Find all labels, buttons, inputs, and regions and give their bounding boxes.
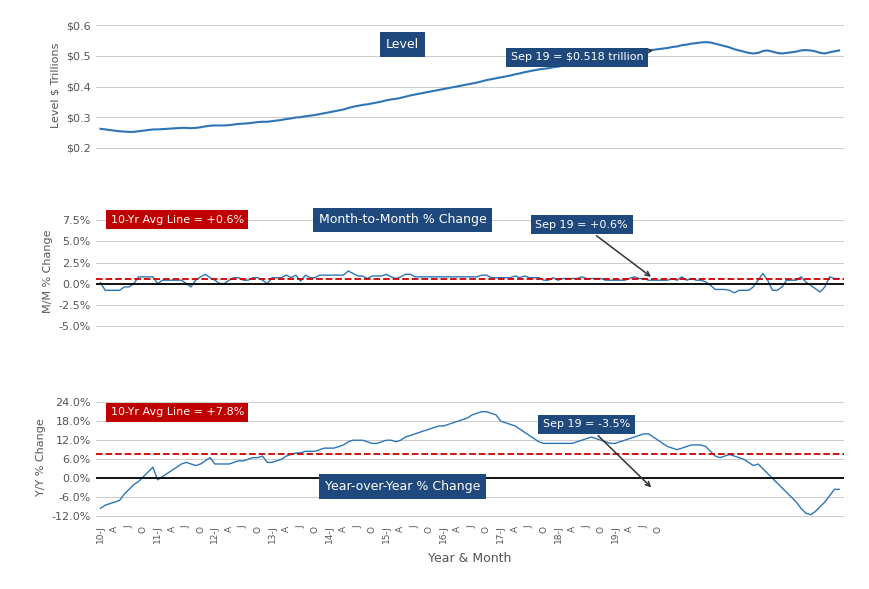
Text: Month-to-Month % Change: Month-to-Month % Change	[318, 213, 486, 226]
Y-axis label: M/M % Change: M/M % Change	[43, 229, 53, 313]
Y-axis label: Y/Y % Change: Y/Y % Change	[36, 418, 46, 496]
Text: Level: Level	[386, 38, 419, 51]
Text: Sep 19 = +0.6%: Sep 19 = +0.6%	[534, 220, 649, 276]
Text: Sep 19 = -3.5%: Sep 19 = -3.5%	[542, 419, 649, 486]
Text: 10-Yr Avg Line = +7.8%: 10-Yr Avg Line = +7.8%	[110, 408, 244, 418]
X-axis label: Year & Month: Year & Month	[428, 552, 511, 565]
Text: Sep 19 = $0.518 trillion: Sep 19 = $0.518 trillion	[510, 49, 651, 62]
Y-axis label: Level $ Trillions: Level $ Trillions	[50, 42, 61, 128]
Text: 10-Yr Avg Line = +0.6%: 10-Yr Avg Line = +0.6%	[110, 215, 243, 225]
Text: Year-over-Year % Change: Year-over-Year % Change	[324, 480, 480, 493]
